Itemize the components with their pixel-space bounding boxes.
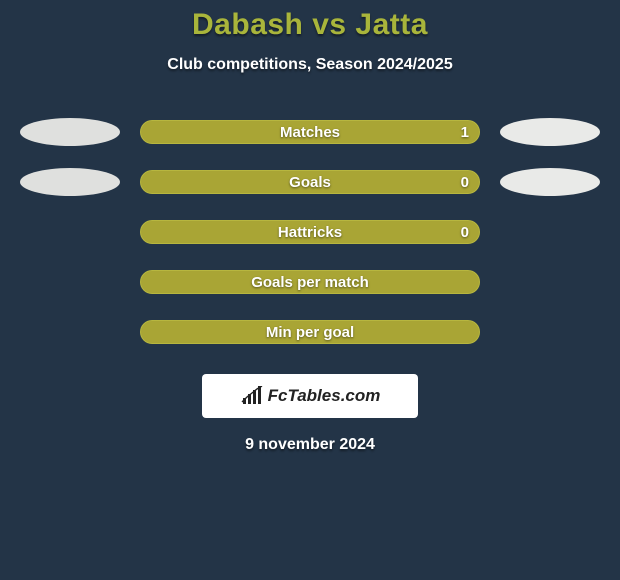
stat-label: Matches (280, 124, 340, 141)
logo: FcTables.com (202, 374, 418, 418)
chart-icon (240, 386, 264, 406)
stat-label: Goals per match (251, 274, 369, 291)
spacer (500, 218, 600, 246)
stat-value: 0 (461, 224, 469, 241)
subtitle: Club competitions, Season 2024/2025 (0, 56, 620, 74)
spacer (20, 268, 120, 296)
stat-row: Goals per match (0, 268, 620, 296)
stat-value: 0 (461, 174, 469, 191)
player-right-oval (500, 168, 600, 196)
stats-list: Matches 1 Goals 0 Hattricks 0 Goals (0, 118, 620, 346)
stat-row: Hattricks 0 (0, 218, 620, 246)
spacer (500, 318, 600, 346)
stat-bar: Goals per match (140, 270, 480, 294)
logo-text: FcTables.com (268, 386, 381, 406)
stat-row: Min per goal (0, 318, 620, 346)
stat-bar: Matches 1 (140, 120, 480, 144)
spacer (500, 268, 600, 296)
stat-label: Hattricks (278, 224, 342, 241)
stat-bar: Goals 0 (140, 170, 480, 194)
card: Dabash vs Jatta Club competitions, Seaso… (0, 0, 620, 454)
player-left-oval (20, 168, 120, 196)
player-left-oval (20, 118, 120, 146)
stat-row: Goals 0 (0, 168, 620, 196)
stat-label: Min per goal (266, 324, 354, 341)
stat-bar: Min per goal (140, 320, 480, 344)
stat-row: Matches 1 (0, 118, 620, 146)
stat-bar: Hattricks 0 (140, 220, 480, 244)
spacer (20, 218, 120, 246)
spacer (20, 318, 120, 346)
stat-label: Goals (289, 174, 331, 191)
stat-value: 1 (461, 124, 469, 141)
player-right-oval (500, 118, 600, 146)
date-text: 9 november 2024 (0, 436, 620, 454)
page-title: Dabash vs Jatta (0, 8, 620, 42)
